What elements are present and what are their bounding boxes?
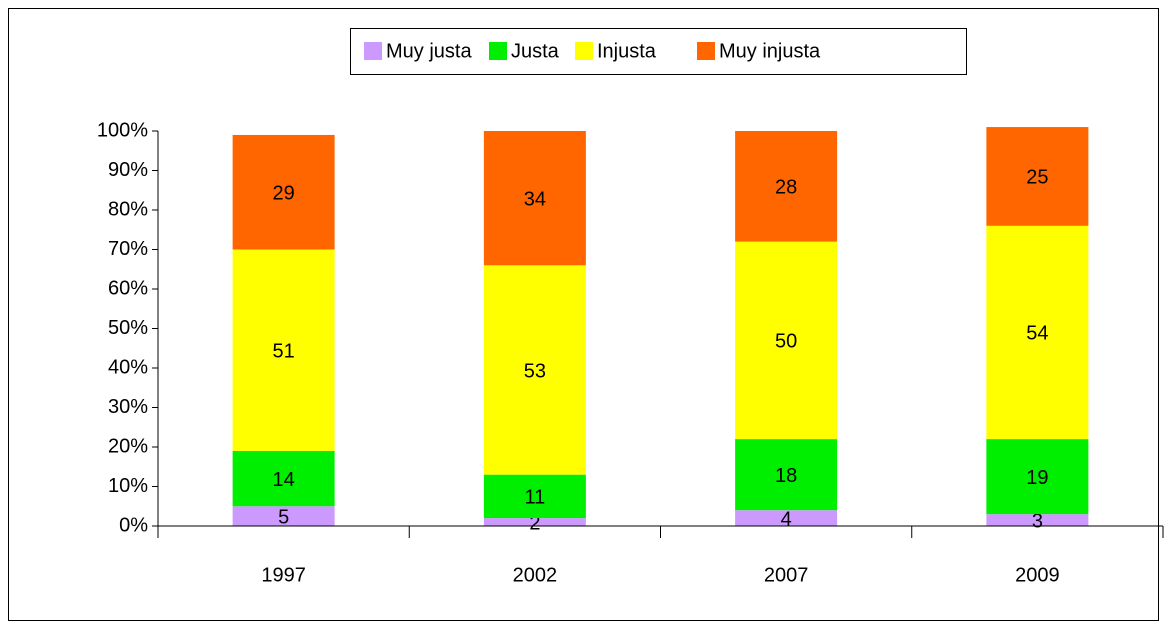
x-tick-label: 2007 [764,564,809,586]
legend-label: Muy justa [386,40,472,62]
data-label: 5 [278,506,289,528]
y-tick-label: 80% [108,198,148,220]
data-label: 14 [273,469,295,491]
data-label: 25 [1026,167,1048,189]
data-label: 34 [524,188,546,210]
legend-label: Injusta [597,40,657,62]
data-label: 4 [781,508,792,530]
x-tick-label: 2002 [513,564,558,586]
y-tick-label: 90% [108,159,148,181]
data-label: 11 [524,487,545,509]
y-tick-label: 20% [108,435,148,457]
data-label: 29 [273,183,295,205]
legend-box [350,28,967,75]
legend-swatch [697,42,715,60]
bar-segment [483,474,586,519]
data-label: 53 [524,360,546,382]
legend-label: Justa [511,40,560,62]
x-tick-label: 1997 [261,564,306,586]
bar-segment [483,265,586,475]
data-label: 18 [775,465,797,487]
bar-segment [232,506,335,526]
y-tick-label: 50% [108,317,148,339]
y-tick-label: 60% [108,277,148,299]
bar-segment [986,514,1089,526]
y-tick-label: 0% [119,514,148,536]
data-label: 19 [1026,467,1048,489]
bar-segment [986,127,1089,226]
bar-segment [483,131,586,266]
bar-segment [735,131,838,242]
y-tick-label: 10% [108,475,148,497]
y-tick-label: 70% [108,238,148,260]
bar-segment [232,450,335,507]
data-label: 2 [529,512,540,534]
bar-segment [735,510,838,526]
x-tick-label: 2009 [1015,564,1060,586]
bar-segment [986,439,1089,515]
legend-swatch [575,42,593,60]
legend-swatch [489,42,507,60]
y-tick-label: 30% [108,396,148,418]
data-label: 50 [775,331,797,353]
y-tick-label: 40% [108,356,148,378]
y-tick-label: 100% [97,119,148,141]
data-label: 28 [775,177,797,199]
data-label: 54 [1026,323,1048,345]
legend-label: Muy injusta [719,40,821,62]
bar-segment [483,518,586,526]
bar-segment [735,241,838,440]
bar-segment [232,249,335,451]
bar-segment [735,439,838,511]
data-label: 3 [1032,510,1043,532]
bar-segment [986,225,1089,440]
legend-swatch [364,42,382,60]
data-label: 51 [273,341,295,363]
bar-segment [232,134,335,250]
